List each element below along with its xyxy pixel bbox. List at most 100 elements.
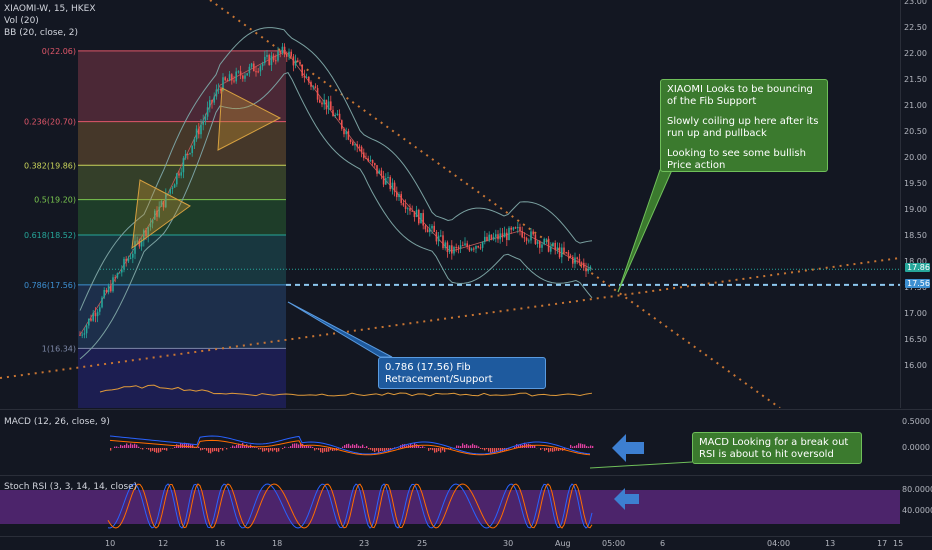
candle-body <box>121 269 123 273</box>
macd-histogram-bar <box>394 447 396 448</box>
candle-body <box>147 227 149 237</box>
candle-body <box>224 77 226 81</box>
candle-body <box>490 234 493 240</box>
macd-histogram-bar <box>320 448 322 453</box>
macd-histogram-bar <box>358 445 360 448</box>
macd-histogram-bar <box>584 444 586 448</box>
candle-body <box>585 267 587 272</box>
candle-body <box>94 313 97 317</box>
candle-body <box>272 55 275 61</box>
candle-body <box>413 211 416 218</box>
price-tick-label: 20.50 <box>904 127 927 136</box>
macd-histogram-bar <box>436 448 438 453</box>
macd-histogram-bar <box>190 443 192 448</box>
price-tick-label: 16.00 <box>904 361 927 370</box>
macd-histogram-bar <box>368 448 370 450</box>
macd-histogram-bar <box>152 448 154 451</box>
macd-histogram-bar <box>480 448 482 450</box>
fib-level-label: 0.236(20.70) <box>24 118 76 127</box>
macd-histogram-bar <box>146 448 148 449</box>
candle-body <box>444 242 446 249</box>
candle-body <box>143 230 145 241</box>
stoch-rsi-pane[interactable] <box>0 476 900 536</box>
candle-body <box>451 245 453 254</box>
macd-histogram-bar <box>232 445 234 448</box>
candle-body <box>226 80 229 82</box>
macd-histogram-bar <box>192 444 194 448</box>
retracement-note-text: 0.786 (17.56) Fib Retracement/Support <box>385 362 493 385</box>
triangle-pattern <box>217 87 282 151</box>
candle-body <box>437 235 440 242</box>
candle-body <box>286 53 288 57</box>
candle-body <box>156 210 158 217</box>
macd-histogram-bar <box>384 448 386 452</box>
candle-body <box>462 245 464 247</box>
candle-body <box>330 101 332 110</box>
candle-body <box>297 60 299 62</box>
fib-support-note: XIAOMI Looks to be bouncing of the Fib S… <box>660 79 828 172</box>
macd-histogram-bar <box>534 445 536 448</box>
time-tick-label: 13 <box>825 539 836 548</box>
price-chart[interactable]: 0(22.06) 0.236(20.70) 0.382(19.86) 0.5(19.2… <box>0 0 900 408</box>
macd-histogram-bar <box>312 447 314 448</box>
macd-pane[interactable] <box>0 410 900 474</box>
price-tick-label: 22.00 <box>904 49 927 58</box>
candle-body <box>211 100 213 103</box>
candle-body <box>107 285 110 293</box>
time-tick-label: 16 <box>215 539 226 548</box>
macd-chart[interactable] <box>0 410 900 474</box>
macd-histogram-bar <box>442 448 444 451</box>
macd-histogram-bar <box>586 446 588 448</box>
candle-body <box>572 256 574 264</box>
fib-zone <box>78 50 286 122</box>
macd-histogram-bar <box>570 444 572 448</box>
retracement-note: 0.786 (17.56) Fib Retracement/Support <box>378 357 546 389</box>
macd-histogram-bar <box>214 448 216 452</box>
candle-body <box>204 116 207 121</box>
macd-histogram-bar <box>496 448 498 452</box>
macd-histogram-bar <box>444 448 446 453</box>
macd-histogram-bar <box>128 445 130 448</box>
macd-histogram-bar <box>376 448 378 451</box>
macd-histogram-bar <box>548 448 550 453</box>
candle-body <box>497 234 499 240</box>
macd-histogram-bar <box>540 448 542 451</box>
macd-histogram-bar <box>588 446 590 448</box>
candle-body <box>418 209 420 224</box>
candle-body <box>220 88 222 91</box>
price-tick-label: 19.50 <box>904 179 927 188</box>
fib-zone <box>78 165 286 200</box>
price-tick-label: 21.50 <box>904 75 927 84</box>
macd-histogram-bar <box>498 448 500 451</box>
candle-body <box>398 194 400 198</box>
candle-body <box>525 237 528 241</box>
price-tick-label: 19.00 <box>904 205 927 214</box>
candle-body <box>380 170 383 176</box>
time-axis[interactable]: 10 12 16 18 23 25 30 Aug 05:00 6 04:00 13 17 15 <box>0 537 932 550</box>
stoch-rsi-chart[interactable] <box>0 476 900 536</box>
macd-histogram-bar <box>546 448 548 450</box>
fib-zone <box>78 348 286 408</box>
candle-body <box>305 76 308 78</box>
signal-line <box>109 439 591 456</box>
price-chart-pane[interactable]: 0(22.06) 0.236(20.70) 0.382(19.86) 0.5(19.2… <box>0 0 900 408</box>
candle-body <box>499 233 501 240</box>
candle-body <box>563 247 565 253</box>
candle-body <box>517 226 519 229</box>
macd-histogram-bar <box>578 443 580 448</box>
price-axis[interactable]: 23.00 22.50 22.00 21.50 21.00 20.50 20.00 19.50… <box>900 0 932 408</box>
candle-body <box>543 238 545 245</box>
candle-body <box>132 253 134 258</box>
macd-histogram-bar <box>326 448 328 452</box>
triangle-pattern <box>131 179 191 250</box>
candle-body <box>116 273 119 278</box>
fib-support-note-line1: XIAOMI Looks to be bouncing of the Fib S… <box>667 84 813 107</box>
macd-histogram-bar <box>140 448 142 449</box>
candle-body <box>510 227 512 230</box>
candle-body <box>112 277 114 292</box>
candle-body <box>154 210 156 220</box>
candle-body <box>576 257 578 259</box>
candle-body <box>442 235 444 249</box>
macd-histogram-bar <box>226 448 228 450</box>
macd-histogram-bar <box>138 446 140 448</box>
